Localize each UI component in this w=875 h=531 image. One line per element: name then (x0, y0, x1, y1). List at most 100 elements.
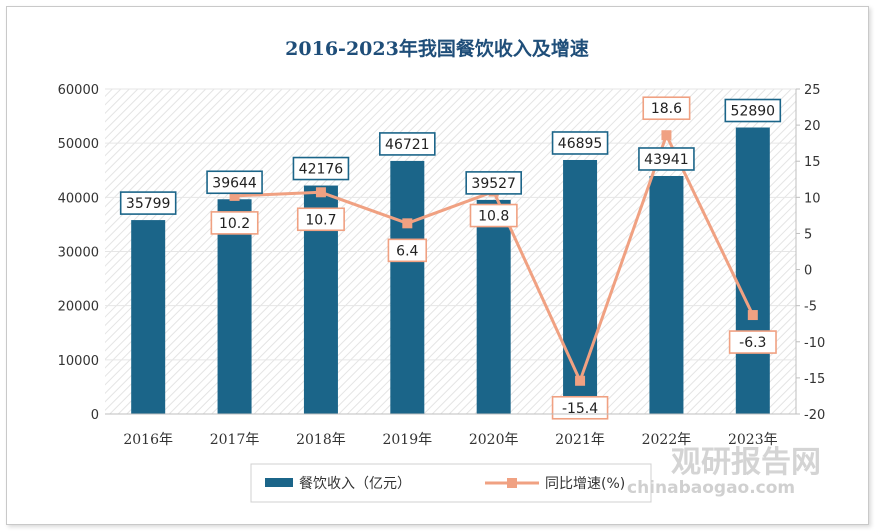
x-tick-label: 2023年 (728, 432, 778, 448)
legend-line-label: 同比增速(%) (545, 476, 625, 492)
left-tick-label: 50000 (58, 137, 99, 152)
bar-value-label: 46895 (551, 131, 609, 155)
growth-value-label-text: -6.3 (739, 335, 766, 351)
x-tick-label: 2021年 (555, 432, 605, 448)
bar-value-label-box (551, 131, 609, 155)
legend-line-marker (507, 478, 517, 488)
left-tick-label: 20000 (58, 300, 99, 315)
bar-data-labels: 35799 39644 42176 46721 39527 46895 43941 52890 (119, 98, 782, 215)
growth-value-label-text: 18.6 (651, 101, 682, 117)
left-axis-ticks: 0 10000 20000 30000 40000 50000 60000 (58, 83, 99, 423)
bar-value-label: 52890 (724, 98, 782, 123)
bar-series (131, 127, 770, 414)
bar (217, 199, 252, 414)
bar-value-label-text: 52890 (731, 104, 776, 120)
left-tick-label: 0 (91, 408, 99, 423)
right-tick-label: 25 (804, 83, 821, 98)
watermark-text: 观研报告网 (671, 445, 821, 480)
right-tick-label: 5 (804, 227, 812, 242)
x-axis-ticks: 2016年 2017年 2018年 2019年 2020年 2021年 2022年 2023年 (123, 432, 777, 448)
right-tick-label: 10 (804, 191, 821, 206)
bar-value-label: 42176 (292, 156, 350, 181)
right-tick-label: -10 (804, 336, 825, 351)
legend-bar-label: 餐饮收入（亿元） (299, 476, 411, 492)
growth-value-label: 10.2 (210, 211, 259, 235)
growth-value-label: -6.3 (728, 330, 777, 354)
bar-value-label-text: 42176 (299, 162, 344, 178)
x-tick-label: 2016年 (123, 432, 173, 448)
bar (735, 127, 770, 414)
bar-value-label-text: 39527 (471, 176, 516, 192)
growth-value-label-box (210, 211, 259, 235)
chart-svg: 2016-2023年我国餐饮收入及增速 0 10000 20000 30000 4000… (58, 37, 825, 503)
growth-value-label-box (551, 395, 609, 420)
bar (563, 159, 598, 414)
line-data-labels: 10.2 10.7 6.4 10.8 -15.4 18.6 -6.3 (210, 96, 777, 420)
right-tick-label: 20 (804, 119, 821, 134)
bar-value-label-box (119, 191, 177, 215)
line-point (315, 187, 326, 198)
bar (131, 220, 166, 414)
chart-title: 2016-2023年我国餐饮收入及增速 (285, 37, 589, 60)
growth-value-label-text: 10.2 (219, 216, 250, 232)
bar-value-label-box (206, 170, 263, 195)
bar-value-label: 35799 (119, 191, 177, 215)
bar-value-label: 39527 (465, 171, 522, 195)
bar-value-label-text: 39644 (212, 175, 257, 191)
bar-value-label-box (292, 156, 350, 181)
right-tick-label: -5 (804, 300, 817, 315)
growth-value-label-box (642, 96, 691, 121)
growth-value-label-text: -15.4 (562, 401, 598, 417)
growth-value-label: -15.4 (551, 395, 609, 420)
line-point (229, 190, 240, 201)
line-point (402, 218, 413, 229)
line-point (747, 310, 758, 321)
left-tick-label: 30000 (58, 246, 99, 261)
right-axis-ticks: -20 -15 -10 -5 0 5 10 15 20 25 (796, 83, 825, 423)
line-point (575, 375, 586, 386)
bar-value-label: 43941 (638, 147, 695, 171)
bar (476, 199, 511, 414)
left-tick-label: 60000 (58, 83, 99, 98)
left-tick-label: 10000 (58, 354, 99, 369)
bar-value-label-text: 35799 (126, 196, 171, 212)
growth-value-label: 10.7 (296, 207, 345, 232)
bar-value-label: 39644 (206, 170, 263, 195)
x-tick-label: 2022年 (642, 432, 692, 448)
growth-value-label-text: 10.8 (478, 209, 509, 225)
bar-value-label-box (465, 171, 522, 195)
growth-value-label-box (469, 203, 518, 228)
legend: 餐饮收入（亿元） 同比增速(%) (250, 463, 652, 503)
bar-value-label-text: 46895 (558, 136, 603, 152)
growth-value-label-box (296, 207, 345, 232)
growth-value-label: 6.4 (387, 238, 428, 263)
legend-bar-swatch (265, 478, 293, 487)
right-tick-label: -20 (804, 408, 825, 423)
left-tick-label: 40000 (58, 191, 99, 206)
bar-value-label-box (724, 98, 782, 123)
watermark: 观研报告网 chinabaogao.com (627, 445, 821, 498)
x-tick-label: 2020年 (469, 432, 519, 448)
line-point (661, 130, 672, 141)
watermark-url: chinabaogao.com (627, 478, 795, 498)
bar-value-label-text: 43941 (644, 152, 689, 168)
x-tick-label: 2019年 (382, 432, 432, 448)
bar-value-label-box (638, 147, 695, 171)
growth-value-label-box (387, 238, 428, 263)
bar-value-label-text: 46721 (385, 137, 430, 153)
bar-value-label-box (379, 132, 436, 156)
bar (649, 175, 684, 414)
x-tick-label: 2017年 (210, 432, 260, 448)
right-tick-label: 15 (804, 155, 821, 170)
bar-value-label: 46721 (379, 132, 436, 156)
growth-value-label-box (728, 330, 777, 354)
growth-value-label: 18.6 (642, 96, 691, 121)
right-tick-label: 0 (804, 264, 812, 279)
chart-frame: 2016-2023年我国餐饮收入及增速 0 10000 20000 30000 4000… (6, 6, 869, 525)
growth-value-label: 10.8 (469, 203, 518, 228)
bar (390, 160, 425, 414)
x-tick-label: 2018年 (296, 432, 346, 448)
legend-box (250, 463, 652, 503)
growth-value-label-text: 10.7 (305, 212, 336, 228)
right-tick-label: -15 (804, 372, 825, 387)
